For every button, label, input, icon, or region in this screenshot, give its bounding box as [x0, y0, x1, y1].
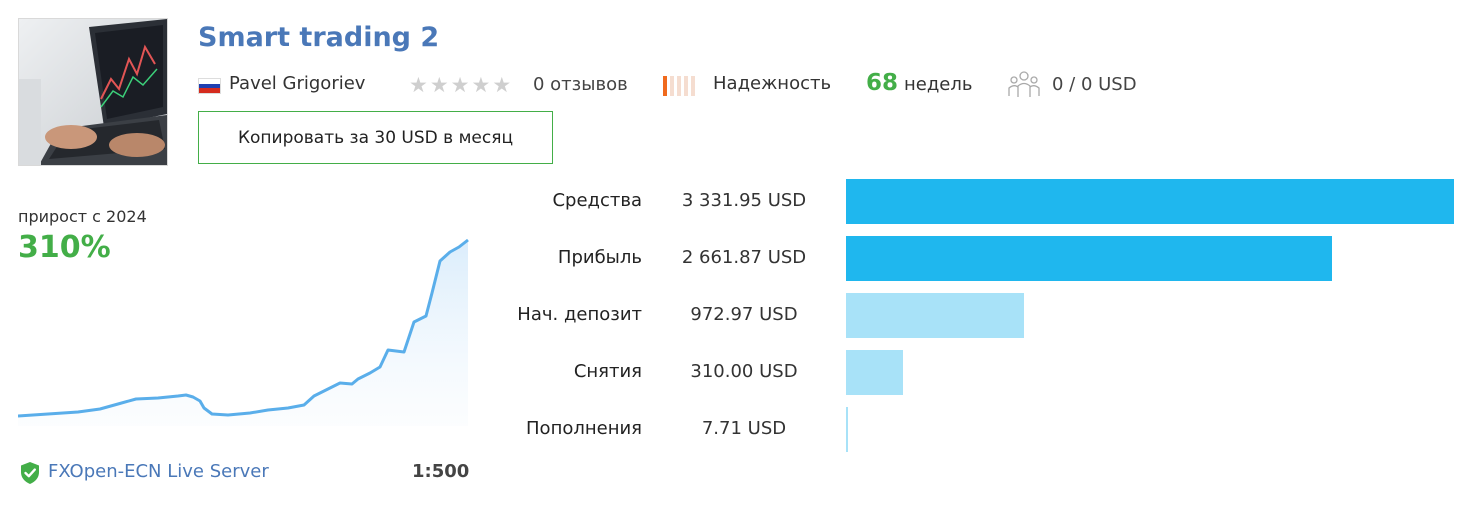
star-icon: ★ [450, 73, 470, 97]
stat-bar [846, 350, 903, 395]
people-icon [1008, 69, 1040, 103]
reliability-bar [684, 76, 688, 96]
stat-bar [846, 407, 848, 452]
leverage-value: 1:500 [412, 461, 470, 482]
stat-value: 310.00 USD [690, 361, 798, 382]
stat-bar [846, 293, 1024, 338]
growth-value: 310% [18, 230, 111, 265]
shield-check-icon [19, 461, 41, 489]
weeks-label: недель [904, 74, 973, 95]
stat-bar [846, 236, 1332, 281]
star-icon: ★ [429, 73, 449, 97]
stat-value: 3 331.95 USD [681, 190, 807, 211]
star-icon: ★ [471, 73, 491, 97]
reliability-bar [663, 76, 667, 96]
growth-area [18, 240, 468, 426]
star-icon: ★ [409, 73, 428, 97]
rating-stars: ★ ★ ★ ★ ★ [409, 73, 511, 97]
reliability-indicator [663, 76, 695, 96]
stat-label: Снятия [573, 361, 642, 382]
reliability-bar [670, 76, 674, 96]
author-name[interactable]: Pavel Grigoriev [229, 73, 366, 94]
server-name[interactable]: FXOpen-ECN Live Server [48, 461, 269, 482]
weeks-number: 68 [866, 70, 899, 96]
reliability-bar [677, 76, 681, 96]
stat-bar [846, 179, 1454, 224]
russia-flag-icon [199, 79, 220, 94]
signal-thumbnail[interactable] [18, 18, 168, 166]
stat-value: 7.71 USD [701, 418, 787, 439]
stat-value: 2 661.87 USD [681, 247, 807, 268]
stat-label: Нач. депозит [517, 304, 642, 325]
reliability-bar [691, 76, 695, 96]
reviews-count[interactable]: 0 отзывов [533, 74, 628, 95]
growth-line [17, 238, 469, 418]
subscribers-value: 0 / 0 USD [1052, 74, 1137, 95]
stat-label: Прибыль [557, 247, 642, 268]
reliability-label: Надежность [713, 73, 832, 94]
growth-chart[interactable] [17, 236, 469, 426]
stat-label: Пополнения [526, 418, 642, 439]
stat-value: 972.97 USD [690, 304, 798, 325]
stat-label: Средства [552, 190, 642, 211]
copy-subscription-button[interactable]: Копировать за 30 USD в месяц [198, 111, 553, 164]
star-icon: ★ [492, 73, 512, 97]
signal-title[interactable]: Smart trading 2 [198, 22, 440, 53]
growth-label: прирост с 2024 [18, 207, 147, 226]
